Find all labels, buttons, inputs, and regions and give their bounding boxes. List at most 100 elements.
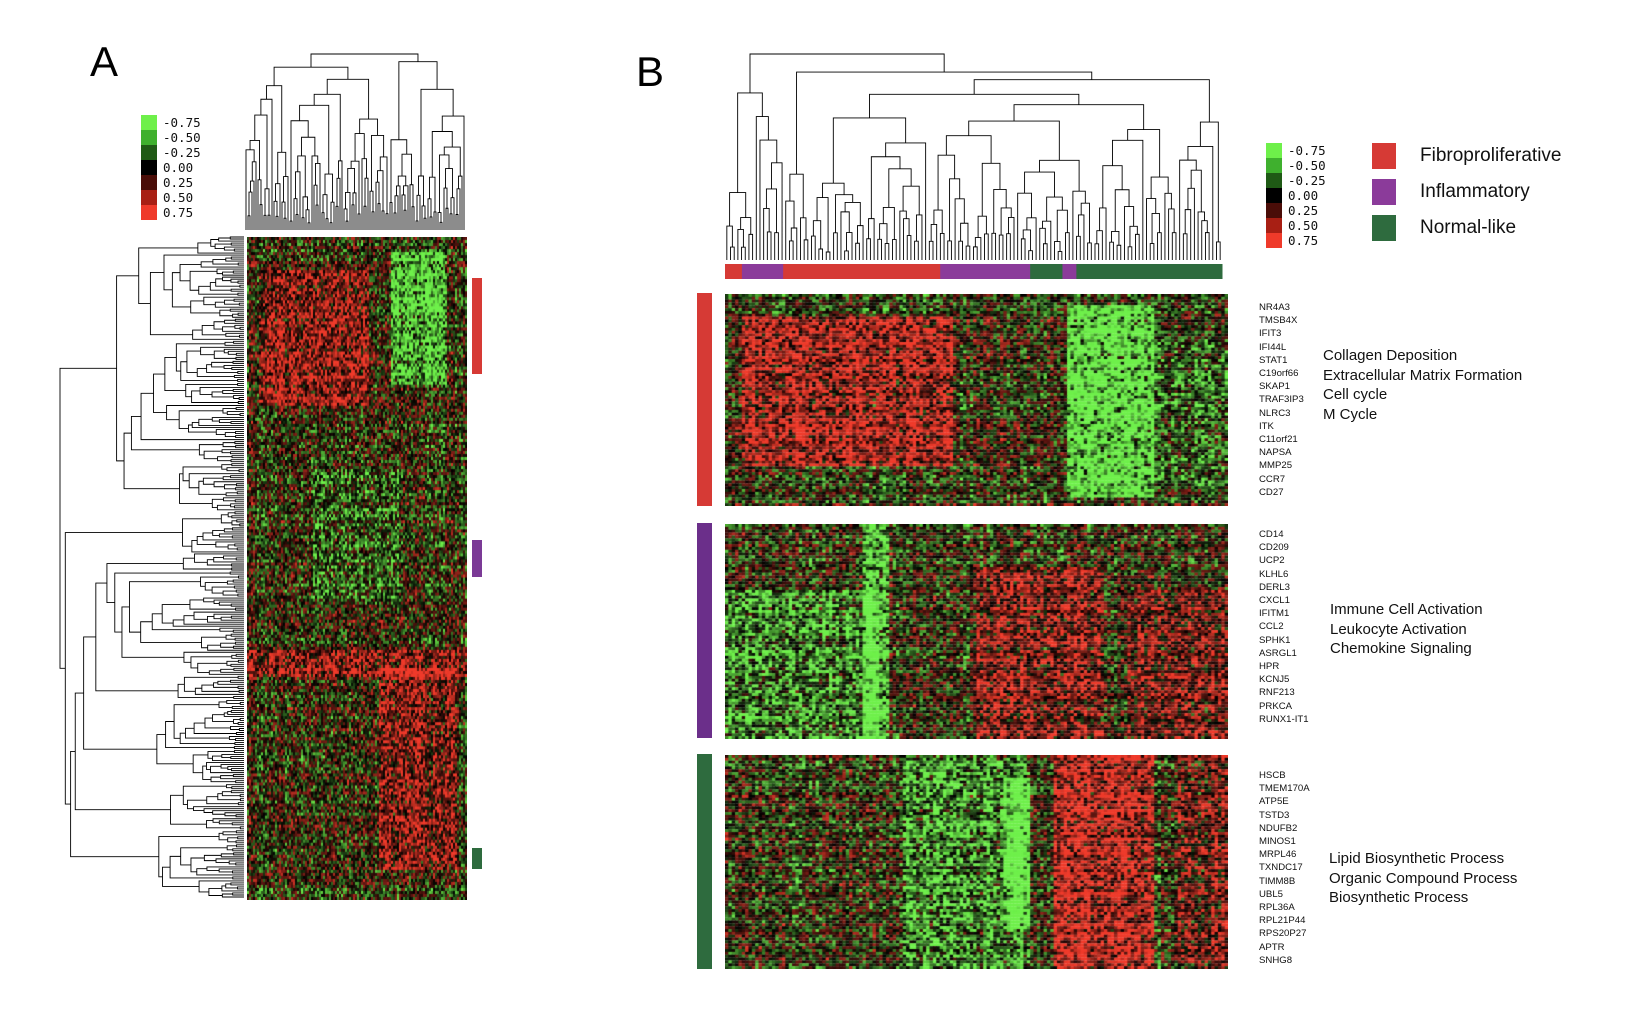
gene-list-fibroproliferative: NR4A3 TMSB4X IFIT3 IFI44L STAT1 C19orf66 SKAP1… <box>1259 301 1304 499</box>
gene-label: MINOS1 <box>1259 836 1296 848</box>
gene-label: RNF213 <box>1259 687 1295 699</box>
panel-b-sample-annotation-bar <box>725 264 1223 279</box>
gene-label: IFITM1 <box>1259 608 1290 620</box>
pathways-inflammatory: Immune Cell Activation Leukocyte Activati… <box>1330 600 1483 659</box>
pathway-label: Chemokine Signaling <box>1330 640 1472 657</box>
panel-a-scale-label: -0.50 <box>163 130 201 145</box>
panel-b-scale-row: -0.50 <box>1266 158 1326 173</box>
pathway-label: Cell cycle <box>1323 386 1388 403</box>
panel-a-heatmap <box>247 237 467 900</box>
annotation-segment <box>1062 264 1077 279</box>
panel-b-cluster-bar-inflammatory <box>697 523 712 738</box>
panel-b-scale-label: 0.50 <box>1288 218 1319 233</box>
legend-swatch <box>1372 179 1396 205</box>
annotation-segment <box>1030 264 1063 279</box>
gene-label: UCP2 <box>1259 555 1285 567</box>
panel-a-scale-row: -0.25 <box>141 145 201 160</box>
panel-a-label: A <box>90 38 119 85</box>
panel-a-scale-swatch <box>141 130 157 145</box>
pathways-normal-like: Lipid Biosynthetic Process Organic Compou… <box>1329 849 1517 908</box>
annotation-segment <box>783 264 941 279</box>
gene-label: IFIT3 <box>1259 328 1282 340</box>
gene-label: CCR7 <box>1259 473 1286 485</box>
panel-b-heatmap-fibroproliferative <box>725 294 1228 506</box>
gene-label: PRKCA <box>1259 700 1293 712</box>
panel-b-column-dendrogram <box>726 53 1221 260</box>
gene-label: RPL36A <box>1259 902 1295 914</box>
legend-swatch <box>1372 143 1396 169</box>
legend-label: Inflammatory <box>1420 181 1530 202</box>
legend-label: Normal-like <box>1420 217 1517 238</box>
panel-b-scale-swatch <box>1266 188 1282 203</box>
panel-b-scale-label: 0.75 <box>1288 233 1319 248</box>
gene-label: CXCL1 <box>1259 595 1290 607</box>
gene-label: HPR <box>1259 661 1280 673</box>
gene-label: DERL3 <box>1259 581 1290 593</box>
panel-b-label: B <box>636 48 665 95</box>
gene-list-normal-like: HSCB TMEM170A ATP5E TSTD3 NDUFB2 MINOS1 MRPL46… <box>1259 769 1310 967</box>
gene-label: TMEM170A <box>1259 783 1310 795</box>
panel-a-scale-row: -0.50 <box>141 130 201 145</box>
panel-a-scale-label: 0.75 <box>163 205 194 220</box>
legend-item: Inflammatory <box>1372 174 1562 210</box>
panel-b-scale-swatch <box>1266 158 1282 173</box>
panel-a-scale-swatch <box>141 190 157 205</box>
gene-label: RPS20P27 <box>1259 928 1307 940</box>
pathways-fibroproliferative: Collagen Deposition Extracellular Matrix … <box>1323 346 1522 424</box>
panel-a-column-dendrogram <box>245 53 465 230</box>
panel-b-scale-label: -0.50 <box>1288 158 1326 173</box>
annotation-segment <box>725 264 743 279</box>
panel-a-scale-row: 0.50 <box>141 190 201 205</box>
gene-label: CCL2 <box>1259 621 1284 633</box>
panel-a-scale-label: -0.75 <box>163 115 201 130</box>
gene-label: TRAF3IP3 <box>1259 394 1304 406</box>
annotation-segment <box>1076 264 1223 279</box>
gene-label: C19orf66 <box>1259 368 1299 380</box>
panel-b-scale-label: 0.25 <box>1288 203 1319 218</box>
pathway-label: Organic Compound Process <box>1329 869 1518 887</box>
annotation-segment <box>940 264 1031 279</box>
pathway-label: Collagen Deposition <box>1323 347 1458 364</box>
panel-b-cluster-legend: Fibroproliferative Inflammatory Normal-lik… <box>1372 138 1562 246</box>
gene-label: NR4A3 <box>1259 302 1290 313</box>
pathway-label: Lipid Biosynthetic Process <box>1329 850 1505 867</box>
gene-label: STAT1 <box>1259 354 1288 366</box>
panel-a-scale-row: 0.25 <box>141 175 201 190</box>
panel-a-column-dendrogram-branches <box>245 53 465 230</box>
pathway-label: Extracellular Matrix Formation <box>1323 366 1523 384</box>
gene-label: KLHL6 <box>1259 568 1289 580</box>
gene-label: SKAP1 <box>1259 381 1290 393</box>
gene-label: IFI44L <box>1259 341 1287 353</box>
panel-b-scale-row: 0.00 <box>1266 188 1326 203</box>
legend-item: Normal-like <box>1372 210 1562 246</box>
panel-b-scale-row: 0.75 <box>1266 233 1326 248</box>
gene-list-inflammatory: CD14 CD209 UCP2 KLHL6 DERL3 CXCL1 IFITM1 CCL2 SP… <box>1259 528 1309 726</box>
panel-b-scale-row: -0.75 <box>1266 143 1326 158</box>
panel-a-marker-fibroproliferative <box>472 278 482 374</box>
legend-label: Fibroproliferative <box>1420 145 1562 166</box>
panel-b-scale-swatch <box>1266 173 1282 188</box>
panel-a-scale-row: -0.75 <box>141 115 201 130</box>
panel-b-scale-label: 0.00 <box>1288 188 1319 203</box>
panel-b-scale-label: -0.25 <box>1288 173 1326 188</box>
gene-label: SPHK1 <box>1259 634 1291 646</box>
gene-label: KCNJ5 <box>1259 674 1290 686</box>
legend-swatch <box>1372 215 1396 241</box>
panel-b-scale-swatch <box>1266 218 1282 233</box>
panel-a-scale-label: -0.25 <box>163 145 201 160</box>
panel-b-scale-row: 0.50 <box>1266 218 1326 233</box>
panel-b-scale-label: -0.75 <box>1288 143 1326 158</box>
annotation-segment <box>741 264 784 279</box>
panel-b-cluster-bar-normal-like <box>697 754 712 969</box>
panel-a-scale-swatch <box>141 115 157 130</box>
panel-a-color-scale: -0.75 -0.50 -0.25 0.00 0.25 0.50 0.75 <box>141 115 201 220</box>
panel-b-scale-row: 0.25 <box>1266 203 1326 218</box>
gene-label: UBL5 <box>1259 888 1283 900</box>
panel-a-scale-label: 0.50 <box>163 190 194 205</box>
panel-b-scale-swatch <box>1266 233 1282 248</box>
gene-label: NAPSA <box>1259 447 1292 459</box>
pathway-label: Immune Cell Activation <box>1330 601 1483 618</box>
gene-label: NLRC3 <box>1259 407 1291 419</box>
gene-label: MRPL46 <box>1259 849 1297 861</box>
panel-b-cluster-bar-fibroproliferative <box>697 293 712 506</box>
